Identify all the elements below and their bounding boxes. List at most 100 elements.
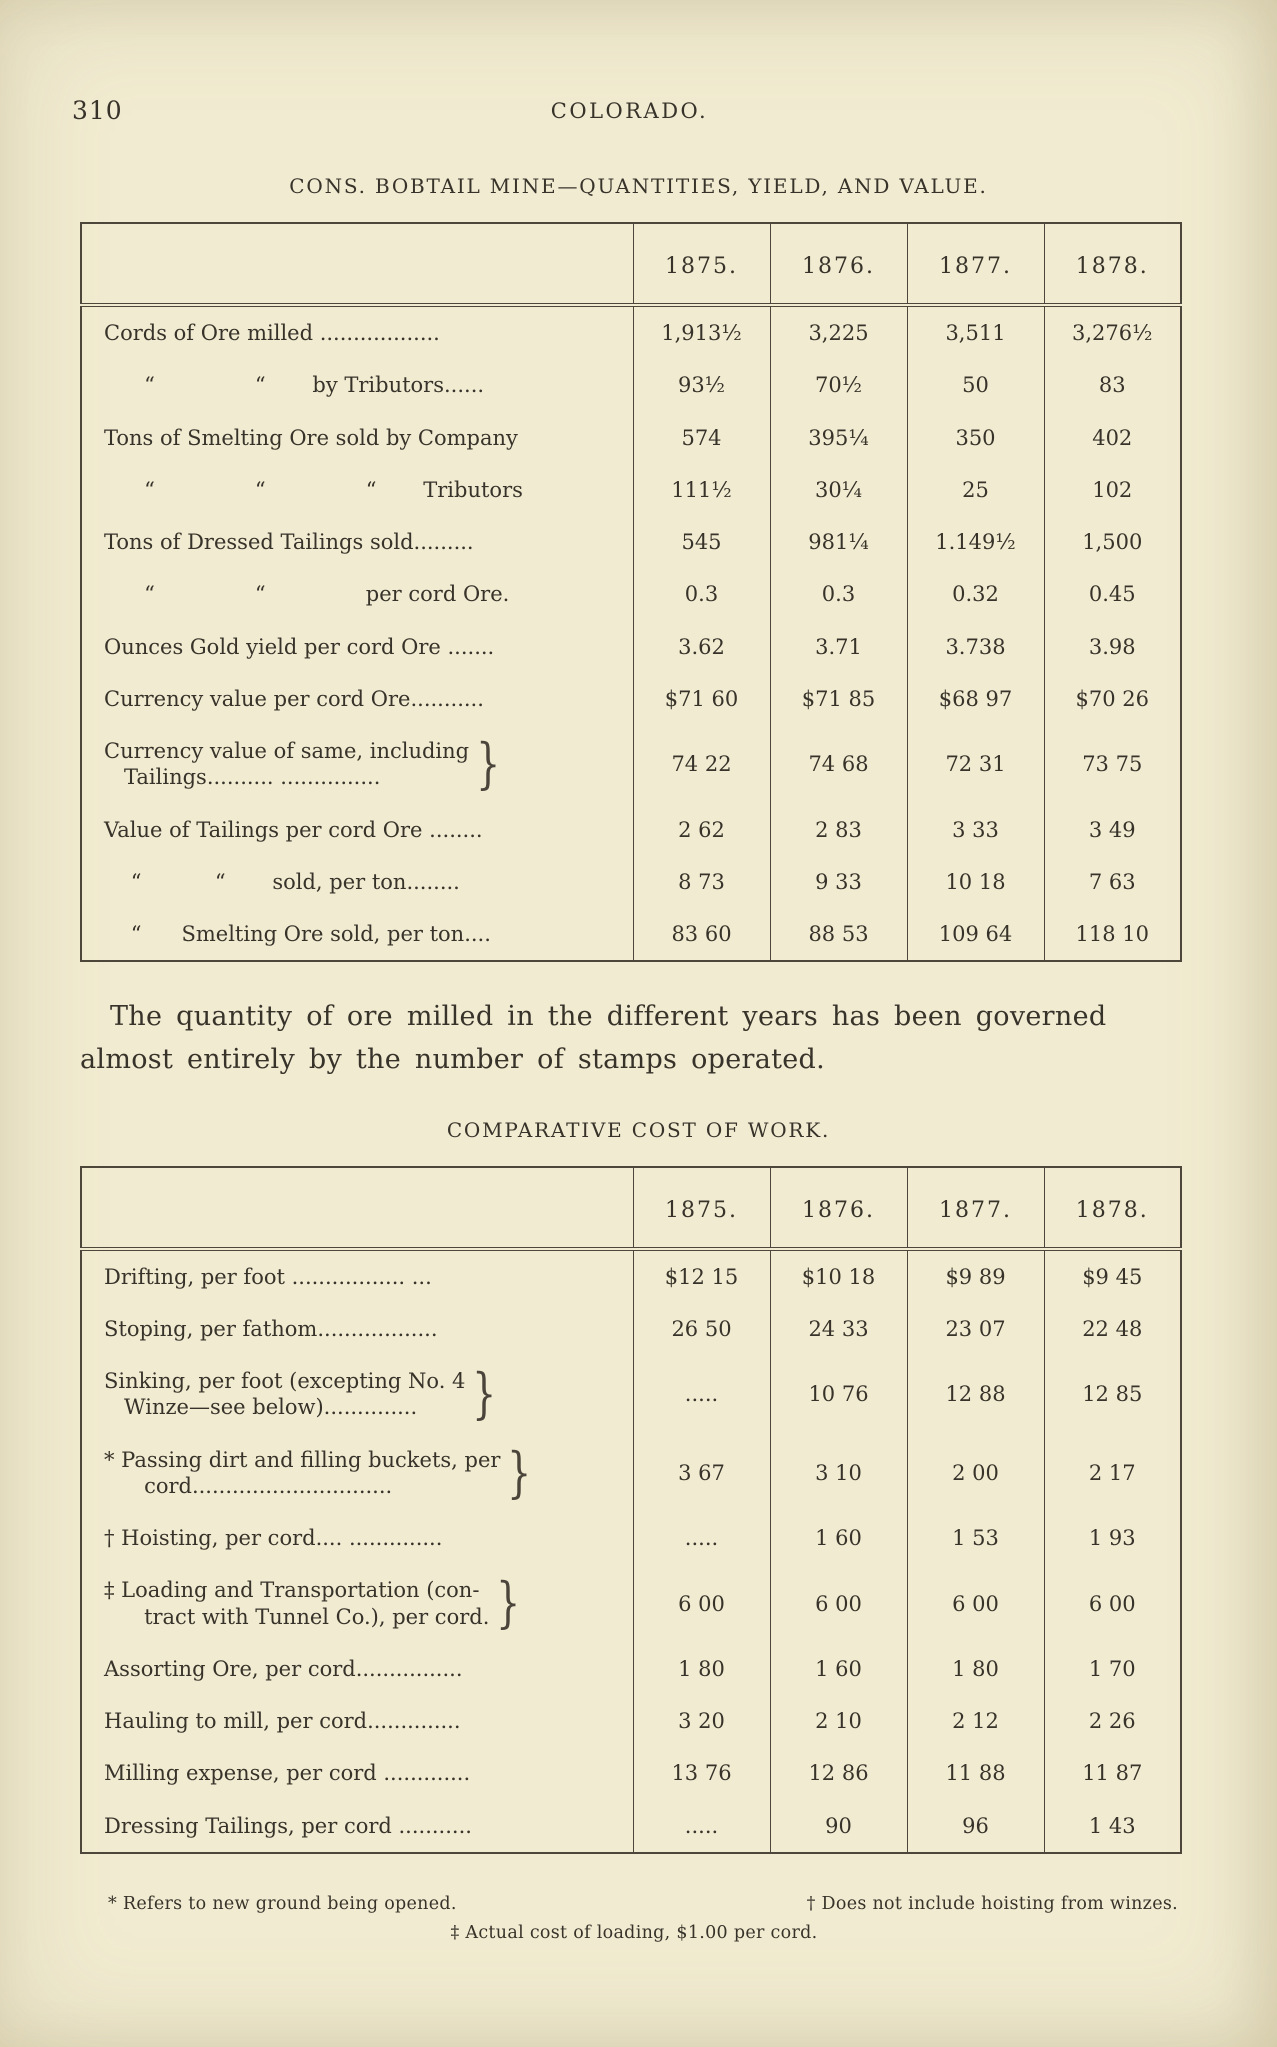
value-cell: 2 12 [906,1695,1044,1748]
table2-body: Drifting, per foot ................. ...… [81,1248,1181,1853]
value-cell: 1.149½ [906,516,1044,569]
value-cell: 1,500 [1043,516,1181,569]
row-label: Hauling to mill, per cord.............. [104,1709,461,1734]
header-corner-cell [81,1166,633,1251]
row-label-cell: * Passing dirt and filling buckets, per … [81,1434,633,1513]
value-cell: 22 48 [1043,1302,1181,1356]
row-label: Stoping, per fathom.................. [104,1316,438,1341]
running-head: 310 COLORADO. [70,96,1189,130]
value-cell: 3,225 [769,305,907,360]
value-cell: 1 80 [906,1642,1044,1696]
table-row: Cords of Ore milled .................. 1,… [81,305,1181,360]
value-cell: 3 49 [1043,803,1181,856]
value-cell: 1 93 [1043,1512,1181,1565]
value-cell: 6 00 [769,1564,907,1643]
row-label-cell: Drifting, per foot ................. ... [81,1249,633,1303]
table1-body: Cords of Ore milled .................. 1,… [81,305,1181,962]
table-row: Currency value per cord Ore........... $7… [81,672,1181,725]
year-column-header: 1875. [632,1166,770,1251]
value-cell: 0.3 [632,568,770,621]
row-label-cell: Currency value per cord Ore........... [81,673,633,725]
value-cell: 50 [906,359,1044,412]
row-label-cell: Ounces Gold yield per cord Ore ....... [81,621,633,673]
value-cell: $9 89 [906,1248,1044,1303]
year-column-header: 1878. [1043,1166,1181,1251]
value-cell: 30¼ [769,463,907,516]
value-cell: $71 85 [769,672,907,725]
footnotes: * Refers to new ground being opened. † D… [84,1894,1184,1943]
value-cell: 3 67 [632,1433,770,1513]
value-cell: 3 10 [769,1433,907,1513]
value-cell: 12 88 [906,1355,1044,1434]
brace-glyph: } [472,1362,497,1426]
value-cell: 83 60 [632,908,770,962]
header-row: 1875. 1876. 1877. 1878. [81,223,1181,307]
value-cell: $9 45 [1043,1248,1181,1303]
table-row: ‡ Loading and Transportation (con- tract… [81,1564,1181,1643]
header-corner-cell [81,223,633,307]
value-cell: 2 10 [769,1695,907,1748]
row-label: Sinking, per foot (excepting No. 4 Winze… [104,1369,466,1420]
table1-title: CONS. BOBTAIL MINE—QUANTITIES, YIELD, AN… [289,174,988,198]
value-cell: 96 [906,1799,1044,1853]
value-cell: 0.3 [769,568,907,621]
value-cell: $12 15 [632,1248,770,1303]
row-label-cell: Milling expense, per cord ............. [81,1747,633,1799]
row-label: † Hoisting, per cord.... .............. [104,1526,443,1551]
value-cell: 2 17 [1043,1433,1181,1513]
value-cell: 12 85 [1043,1355,1181,1434]
value-cell: 3 33 [906,803,1044,856]
value-cell: 93½ [632,359,770,412]
value-cell: 72 31 [906,725,1044,804]
value-cell: 74 68 [769,725,907,804]
table-row: Tons of Dressed Tailings sold......... 54… [81,516,1181,569]
value-cell: 0.45 [1043,568,1181,621]
row-label-cell: Hauling to mill, per cord.............. [81,1695,633,1747]
row-label: “ Smelting Ore sold, per ton.... [104,922,491,946]
row-label-cell: ‡ Loading and Transportation (con- tract… [81,1564,633,1643]
quantities-yield-value-table: 1875. 1876. 1877. 1878. Cords of Ore milled… [80,222,1182,963]
value-cell: 2 83 [769,803,907,856]
brace-glyph: } [507,1440,532,1504]
value-cell: 402 [1043,411,1181,464]
value-cell: 981¼ [769,516,907,569]
value-cell: 3 20 [632,1695,770,1748]
table-row: * Passing dirt and filling buckets, per … [81,1433,1181,1513]
row-label: Ounces Gold yield per cord Ore ....... [104,634,495,659]
value-cell: 26 50 [632,1302,770,1356]
value-cell: 350 [906,411,1044,464]
year-column-header: 1876. [769,1166,907,1251]
value-cell: 23 07 [906,1302,1044,1356]
row-label: ‡ Loading and Transportation (con- tract… [104,1578,490,1629]
value-cell: 1 60 [769,1642,907,1696]
row-label-cell: Currency value of same, including Tailin… [81,725,633,804]
value-cell: 1 43 [1043,1799,1181,1853]
row-label-cell: Assorting Ore, per cord................ [81,1643,633,1695]
row-label-cell: “ “ per cord Ore. [81,568,633,620]
row-label-cell: Value of Tailings per cord Ore ........ [81,804,633,856]
table-row: † Hoisting, per cord.... ...............… [81,1512,1181,1565]
row-label-cell: Cords of Ore milled .................. [81,305,633,359]
value-cell: 6 00 [1043,1564,1181,1643]
year-column-header: 1877. [906,1166,1044,1251]
year-column-header: 1876. [769,223,907,307]
header-row: 1875. 1876. 1877. 1878. [81,1166,1181,1251]
row-label: Value of Tailings per cord Ore ........ [104,817,483,842]
value-cell: 3.98 [1043,620,1181,673]
year-column-header: 1877. [906,223,1044,307]
row-label: Currency value per cord Ore........... [104,686,484,711]
row-label-cell: “ “ by Tributors...... [81,359,633,411]
value-cell: 73 75 [1043,725,1181,804]
table-row: “ “ “ Tributors 111½ 30¼ 25 102 [81,463,1181,516]
row-label: Tons of Smelting Ore sold by Company [104,425,518,450]
value-cell: 1,913½ [632,305,770,360]
row-label: “ “ “ Tributors [104,477,523,502]
value-cell: 25 [906,463,1044,516]
row-label-cell: Sinking, per foot (excepting No. 4 Winze… [81,1355,633,1434]
value-cell: ..... [632,1355,770,1434]
table-row: “ “ per cord Ore. 0.3 0.3 0.32 0.45 [81,568,1181,621]
table-row: Currency value of same, including Tailin… [81,725,1181,804]
brace-glyph: } [496,1571,521,1635]
value-cell: 395¼ [769,411,907,464]
